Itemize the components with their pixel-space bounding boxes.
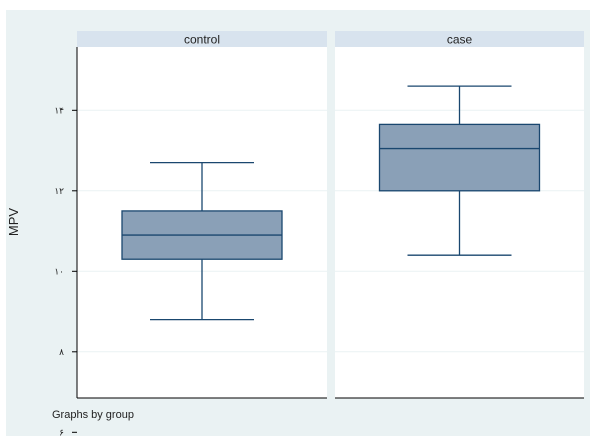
panel-header-case [335, 31, 584, 47]
y-tick-label-4: ۱۴ [54, 105, 64, 115]
y-tick-label-2: ۱۰ [54, 266, 64, 276]
iqr-box-case [378, 123, 541, 192]
panel-header-control [77, 31, 327, 47]
y-tick-label-1: ۸ [59, 347, 64, 357]
y-tick-label-0: ۶ [59, 427, 64, 437]
panel-label-control: control [184, 33, 220, 47]
y-tick-label-3: ۱۲ [54, 186, 64, 196]
y-axis-label: MPV [6, 208, 21, 237]
panel-label-case: case [447, 33, 473, 47]
panel-control: control [77, 31, 327, 433]
graphs-by-group-note: Graphs by group [52, 409, 134, 421]
panel-case: case [335, 31, 584, 433]
